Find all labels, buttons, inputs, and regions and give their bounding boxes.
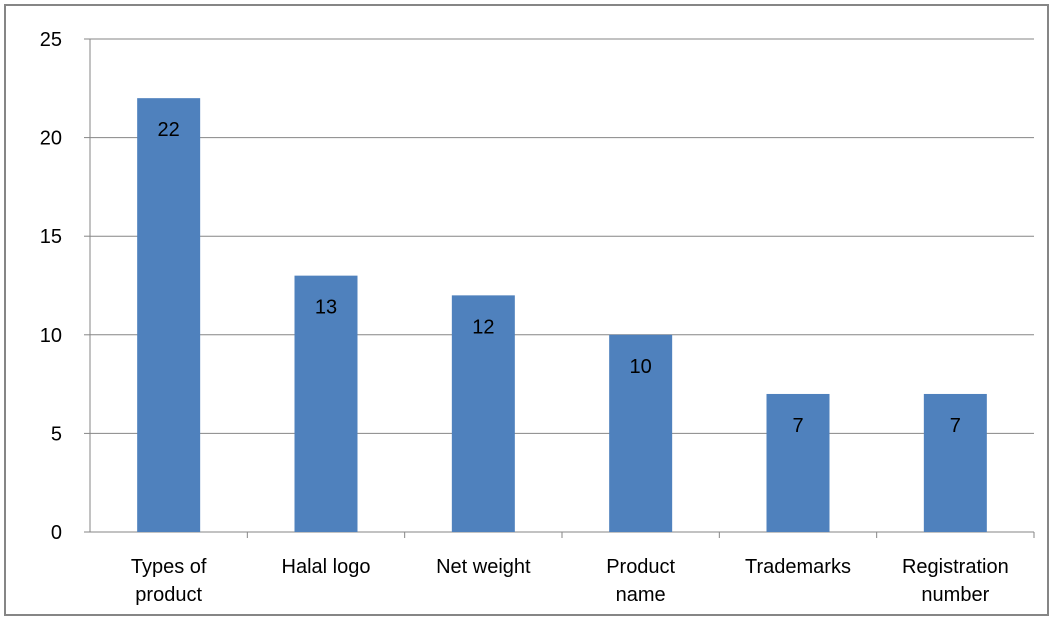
y-tick-label: 0 bbox=[51, 522, 62, 544]
x-category-label: name bbox=[616, 584, 666, 606]
x-category-label: Trademarks bbox=[745, 556, 851, 578]
x-category-label: Product bbox=[606, 556, 675, 578]
bar bbox=[451, 295, 515, 532]
bar bbox=[137, 98, 201, 532]
bar bbox=[294, 275, 358, 532]
y-tick-label: 15 bbox=[40, 226, 62, 248]
y-tick-label: 5 bbox=[51, 423, 62, 445]
y-tick-label: 10 bbox=[40, 325, 62, 347]
bar bbox=[766, 393, 830, 532]
bar bbox=[923, 393, 987, 532]
data-label: 7 bbox=[950, 415, 961, 437]
y-tick-label: 20 bbox=[40, 128, 62, 150]
x-category-label: Halal logo bbox=[282, 556, 371, 578]
x-category-label: product bbox=[135, 584, 202, 606]
data-label: 22 bbox=[158, 119, 180, 141]
data-label: 10 bbox=[630, 356, 652, 378]
x-category-label: Net weight bbox=[436, 556, 531, 578]
data-label: 12 bbox=[472, 316, 494, 338]
data-label: 7 bbox=[792, 415, 803, 437]
x-category-label: Registration bbox=[902, 556, 1009, 578]
y-tick-label: 25 bbox=[40, 29, 62, 51]
data-label: 13 bbox=[315, 297, 337, 319]
bar bbox=[609, 334, 673, 532]
x-category-label: Types of bbox=[131, 556, 207, 578]
x-category-label: number bbox=[921, 584, 989, 606]
